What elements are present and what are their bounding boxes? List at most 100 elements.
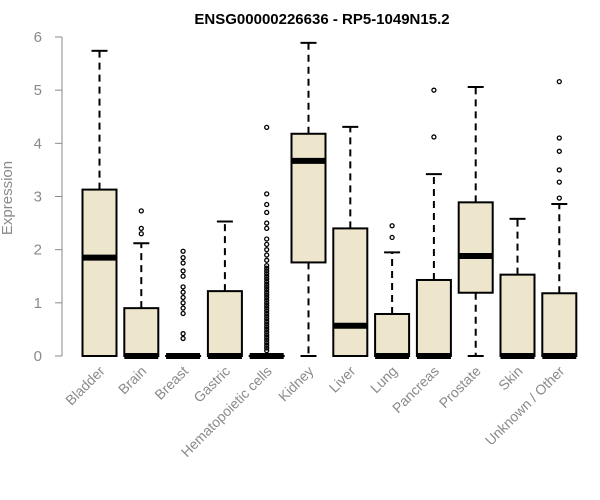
outlier-point [138, 231, 144, 237]
outlier-point [556, 148, 562, 154]
outlier-point [180, 289, 186, 295]
box-liver [332, 125, 369, 357]
x-tick-label: Kidney [275, 363, 317, 405]
outlier-point [264, 332, 270, 338]
outlier-point [264, 348, 270, 354]
outlier-point [264, 236, 270, 242]
outlier-point [264, 310, 270, 317]
outlier-point [264, 209, 270, 216]
box-pancreas [415, 87, 452, 359]
iqr-box [499, 273, 536, 357]
iqr-box [541, 292, 578, 358]
box-brain [123, 208, 160, 359]
box-gastric [206, 220, 243, 359]
outlier-point [264, 321, 270, 327]
outlier-point [264, 241, 270, 248]
outlier-point [389, 234, 395, 241]
iqr-box [374, 312, 411, 357]
outlier-point [264, 345, 270, 351]
outlier-point [180, 260, 186, 266]
outlier-point [264, 316, 270, 322]
outlier-point [264, 326, 270, 333]
iqr-box [123, 307, 160, 357]
outlier-point [389, 223, 395, 229]
outlier-point [180, 305, 186, 311]
outlier-point [264, 286, 270, 293]
outlier-point [264, 124, 270, 131]
y-axis-label: Expression [0, 161, 16, 235]
iqr-box [206, 290, 243, 357]
outlier-point [264, 308, 270, 314]
outlier-point [264, 334, 270, 341]
box-lung [374, 223, 411, 359]
outlier-point [264, 201, 270, 208]
y-tick-label: 2 [34, 242, 42, 259]
outlier-point [264, 262, 270, 269]
outlier-point [264, 284, 270, 290]
outlier-point [264, 191, 270, 197]
outlier-point [180, 248, 186, 254]
outlier-point [264, 247, 270, 253]
outlier-point [264, 276, 270, 282]
outlier-point [264, 268, 270, 274]
box-skin [499, 217, 536, 359]
x-tick-label: Unknown / Other [482, 363, 568, 449]
iqr-box [290, 132, 327, 264]
outlier-point [264, 318, 270, 325]
outlier-point [138, 208, 144, 214]
outlier-point [264, 265, 270, 271]
outlier-point [264, 313, 270, 319]
box-breast [165, 248, 202, 359]
x-tick-label: Prostate [436, 363, 484, 411]
outlier-point [556, 167, 562, 173]
outlier-point [556, 135, 562, 141]
y-tick-label: 0 [34, 348, 42, 365]
x-tick-label: Liver [326, 363, 359, 396]
outlier-point [264, 270, 270, 277]
outlier-point [431, 87, 437, 93]
x-tick-label: Bladder [62, 363, 108, 409]
outlier-point [180, 254, 186, 261]
box-bladder [81, 49, 118, 357]
outlier-point [180, 310, 186, 317]
outlier-point [431, 134, 437, 140]
box-unknown-other [541, 79, 578, 359]
iqr-box [415, 278, 452, 358]
boxes-group [81, 41, 578, 359]
box-hematopoietic-cells [248, 124, 285, 359]
x-tick-label: Lung [367, 363, 400, 396]
outlier-point [180, 284, 186, 290]
outlier-point [264, 294, 270, 301]
y-tick-label: 4 [34, 135, 42, 152]
x-tick-label: Skin [495, 363, 526, 394]
x-tick-label: Brain [115, 363, 149, 397]
outlier-point [264, 302, 270, 309]
outlier-point [264, 292, 270, 298]
outlier-point [180, 300, 186, 306]
outlier-point [138, 225, 144, 232]
outlier-point [180, 273, 186, 279]
outlier-point [264, 300, 270, 306]
y-tick-label: 6 [34, 29, 42, 46]
chart-title: ENSG00000226636 - RP5-1049N15.2 [194, 11, 449, 28]
outlier-point [264, 329, 270, 335]
outlier-point [264, 337, 270, 343]
outlier-point [264, 340, 270, 346]
outlier-point [180, 335, 186, 342]
y-tick-label: 5 [34, 82, 42, 99]
outlier-point [556, 79, 562, 85]
iqr-box [81, 188, 118, 357]
outlier-point [180, 331, 186, 337]
outlier-point [264, 297, 270, 303]
y-tick-label: 3 [34, 189, 42, 206]
outlier-point [180, 268, 186, 274]
outlier-point [264, 273, 270, 279]
outlier-point [264, 289, 270, 295]
outlier-point [556, 195, 562, 201]
box-kidney [290, 41, 327, 357]
box-prostate [457, 85, 494, 357]
outlier-point [264, 281, 270, 287]
iqr-box [332, 227, 369, 357]
y-tick-label: 1 [34, 295, 42, 312]
